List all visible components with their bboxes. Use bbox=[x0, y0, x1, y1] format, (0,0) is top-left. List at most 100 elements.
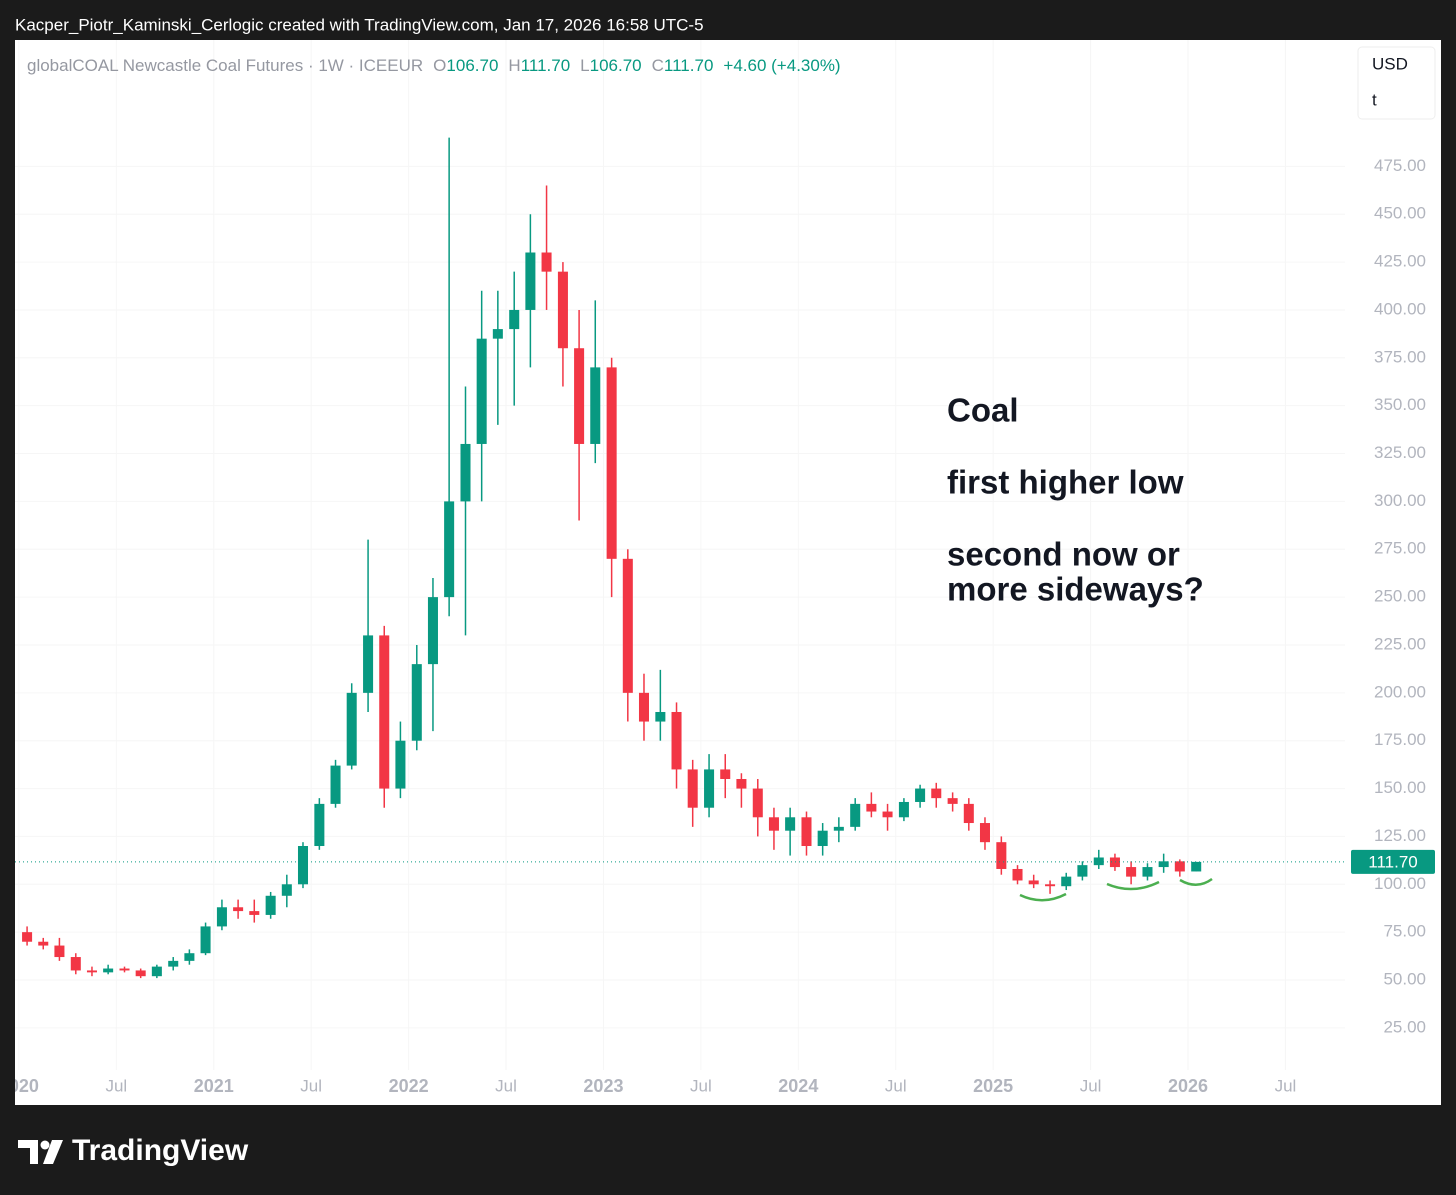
candle-body bbox=[135, 970, 146, 977]
candle-body bbox=[476, 338, 487, 444]
symbol: globalCOAL Newcastle Coal Futures · 1W ·… bbox=[27, 56, 423, 75]
candle-body bbox=[720, 769, 731, 779]
y-tick-label: 350.00 bbox=[1374, 395, 1426, 414]
candle-body bbox=[38, 941, 49, 946]
x-tick-label: Jul bbox=[690, 1076, 712, 1095]
ohlc-value: 111.70 bbox=[521, 56, 570, 75]
ohlc-label: C bbox=[652, 56, 664, 75]
annotation: first higher low bbox=[947, 464, 1184, 501]
unit-box bbox=[1357, 46, 1436, 120]
candle-body bbox=[752, 788, 763, 818]
y-tick-label: 275.00 bbox=[1374, 539, 1426, 558]
x-tick-label: Jul bbox=[105, 1076, 127, 1095]
candle-body bbox=[1093, 857, 1104, 866]
candle-body bbox=[1109, 857, 1120, 868]
candle-body bbox=[151, 966, 162, 977]
candle-body bbox=[103, 968, 114, 973]
y-tick-label: 475.00 bbox=[1374, 156, 1426, 175]
candle-body bbox=[671, 711, 682, 770]
x-tick-label: Jul bbox=[1080, 1076, 1102, 1095]
logo bbox=[18, 1140, 63, 1164]
candle-body bbox=[233, 907, 244, 912]
candle-body bbox=[184, 953, 195, 961]
y-tick-label: 300.00 bbox=[1374, 491, 1426, 510]
x-tick-label: 2023 bbox=[583, 1076, 623, 1096]
grid bbox=[15, 40, 1345, 1070]
caption: Kacper_Piotr_Kaminski_Cerlogic created w… bbox=[15, 15, 704, 34]
x-tick-label: 2021 bbox=[194, 1076, 234, 1096]
candle-body bbox=[363, 635, 374, 693]
x-tick-label: 2024 bbox=[778, 1076, 818, 1096]
brand: TradingView bbox=[72, 1134, 249, 1167]
candle-body bbox=[557, 271, 568, 349]
candle-body bbox=[866, 803, 877, 812]
x-tick-label: 2020 bbox=[0, 1076, 39, 1096]
candle-body bbox=[931, 788, 942, 799]
candle-body bbox=[297, 846, 309, 885]
candle-body bbox=[622, 558, 633, 693]
candle-body bbox=[996, 842, 1007, 869]
x-tick-label: Jul bbox=[885, 1076, 907, 1095]
candle-body bbox=[1126, 867, 1137, 877]
y-tick-label: 125.00 bbox=[1374, 826, 1426, 845]
annotation: more sideways? bbox=[947, 571, 1204, 608]
candle-body bbox=[898, 801, 909, 818]
y-tick-label: 450.00 bbox=[1374, 204, 1426, 223]
y-tick-label: 100.00 bbox=[1374, 874, 1426, 893]
candle-body bbox=[427, 597, 438, 665]
candle-body bbox=[638, 692, 649, 722]
legend-header: globalCOAL Newcastle Coal Futures · 1W ·… bbox=[27, 56, 841, 75]
candle-body bbox=[1012, 868, 1023, 881]
candle-body bbox=[947, 798, 958, 804]
y-tick-label: 25.00 bbox=[1383, 1017, 1426, 1036]
ohlc-value: 106.70 bbox=[590, 56, 642, 75]
ohlc-label: L bbox=[580, 56, 589, 75]
x-tick-label: 2025 bbox=[973, 1076, 1013, 1096]
candle-body bbox=[574, 348, 585, 444]
currency: USD bbox=[1372, 54, 1408, 73]
y-tick-label: 250.00 bbox=[1374, 587, 1426, 606]
candle-body bbox=[1158, 861, 1169, 868]
x-tick-label: 2022 bbox=[389, 1076, 429, 1096]
y-tick-label: 175.00 bbox=[1374, 730, 1426, 749]
ohlc-value: 106.70 bbox=[446, 56, 498, 75]
candles bbox=[22, 137, 1202, 979]
x-tick-label: 2026 bbox=[1168, 1076, 1208, 1096]
y-tick-label: 50.00 bbox=[1383, 970, 1426, 989]
candle-body bbox=[281, 884, 292, 896]
candle-body bbox=[1077, 865, 1088, 877]
candle-body bbox=[882, 811, 893, 818]
candle-body bbox=[1061, 876, 1072, 887]
ohlc-label: O bbox=[433, 56, 446, 75]
candle-body bbox=[330, 765, 341, 804]
candle-body bbox=[1191, 861, 1202, 872]
candle-body bbox=[979, 823, 990, 843]
candle-body bbox=[265, 895, 276, 915]
ohlc-label: H bbox=[508, 56, 520, 75]
x-tick-label: Jul bbox=[495, 1076, 517, 1095]
candle-body bbox=[915, 788, 926, 802]
y-tick-label: 75.00 bbox=[1383, 922, 1426, 941]
candle-body bbox=[86, 970, 97, 973]
candle-body bbox=[785, 817, 796, 831]
candle-body bbox=[1045, 884, 1056, 887]
candle-body bbox=[492, 329, 503, 339]
last-price-tag bbox=[1351, 849, 1435, 874]
candle-body bbox=[22, 932, 33, 942]
unit: t bbox=[1372, 90, 1377, 109]
low-arc bbox=[1019, 892, 1067, 902]
candle-body bbox=[346, 692, 357, 766]
y-tick-label: 225.00 bbox=[1374, 634, 1426, 653]
candle-body bbox=[379, 635, 390, 789]
candle-body bbox=[768, 817, 779, 831]
candle-body bbox=[817, 830, 828, 847]
last-price-label: 111.70 bbox=[1368, 852, 1417, 871]
candle-body bbox=[850, 803, 861, 827]
candle-body bbox=[168, 960, 179, 967]
candle-body bbox=[444, 501, 455, 598]
annotation: Coal bbox=[947, 392, 1019, 429]
y-tick-label: 150.00 bbox=[1374, 778, 1426, 797]
